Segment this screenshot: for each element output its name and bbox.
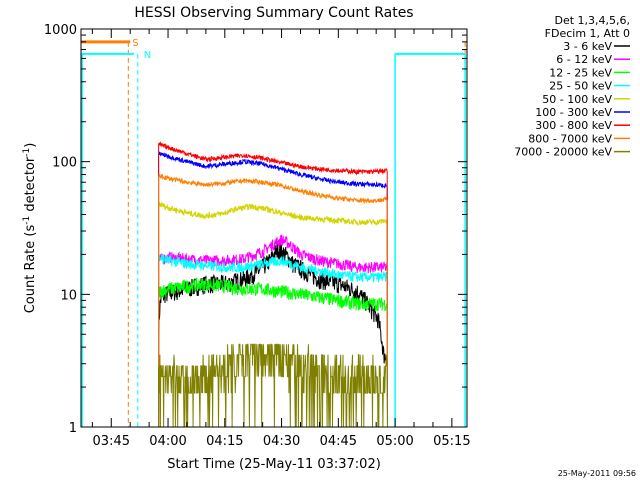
y-axis-label-main: Count Rate (s: [23, 225, 38, 314]
x-tick-label-3: 04:30: [263, 434, 300, 449]
y-tick-label-3: 1000: [44, 23, 77, 38]
series-line-3: [158, 253, 388, 428]
legend-header-1: FDecim 1, Att 0: [545, 27, 630, 40]
y-axis-label-sup2: -1: [22, 148, 32, 157]
series-line-6: [158, 141, 388, 428]
legend-label-0: 3 - 6 keV: [563, 40, 612, 53]
y-tick-label-1: 10: [60, 288, 77, 303]
footer-timestamp: 25-May-2011 09:56: [558, 469, 636, 478]
series-line-8: [158, 343, 388, 428]
y-axis-label-end: ): [23, 143, 38, 148]
y-axis-label-sup1: -1: [22, 216, 32, 225]
x-tick-label-4: 04:45: [320, 434, 357, 449]
legend-label-3: 25 - 50 keV: [549, 80, 612, 93]
x-tick-label-2: 04:15: [206, 434, 243, 449]
x-tick-label-6: 05:15: [433, 434, 470, 449]
legend-label-8: 7000 - 20000 keV: [514, 146, 612, 159]
x-axis-label: Start Time (25-May-11 03:37:02): [167, 457, 381, 472]
legend-label-4: 50 - 100 keV: [542, 93, 612, 106]
legend-label-7: 800 - 7000 keV: [528, 132, 612, 145]
axes-layer: 1 10 100 1000 03:45 04:00 04:15 04:30 04:45 05:00…: [44, 23, 471, 449]
plot-frame: [80, 28, 468, 428]
series-line-5: [158, 151, 388, 428]
data-layer: SN: [81, 38, 466, 428]
y-tick-label-0: 1: [69, 421, 77, 436]
y-axis-label: Count Rate (s-1 detector-1): [22, 143, 38, 314]
chart-title: HESSI Observing Summary Count Rates: [134, 5, 413, 21]
night-state-label: N: [144, 50, 151, 61]
x-tick-label-0: 03:45: [93, 434, 130, 449]
y-tick-label-2: 100: [52, 156, 77, 171]
x-tick-label-5: 05:00: [376, 434, 413, 449]
legend-label-5: 100 - 300 keV: [535, 106, 612, 119]
series-line-7: [158, 173, 388, 428]
legend-label-1: 6 - 12 keV: [556, 53, 612, 66]
legend-label-2: 12 - 25 keV: [549, 66, 612, 79]
series-line-2: [158, 277, 388, 428]
legend-header-0: Det 1,3,4,5,6,: [554, 14, 630, 27]
attenuator-state-label: S: [132, 38, 138, 49]
y-axis-label-mid: detector: [23, 156, 38, 216]
legend-label-6: 300 - 800 keV: [535, 119, 612, 132]
series-line-4: [158, 200, 388, 428]
legend: Det 1,3,4,5,6,FDecim 1, Att 03 - 6 keV6 …: [514, 14, 630, 159]
x-tick-label-1: 04:00: [149, 434, 186, 449]
